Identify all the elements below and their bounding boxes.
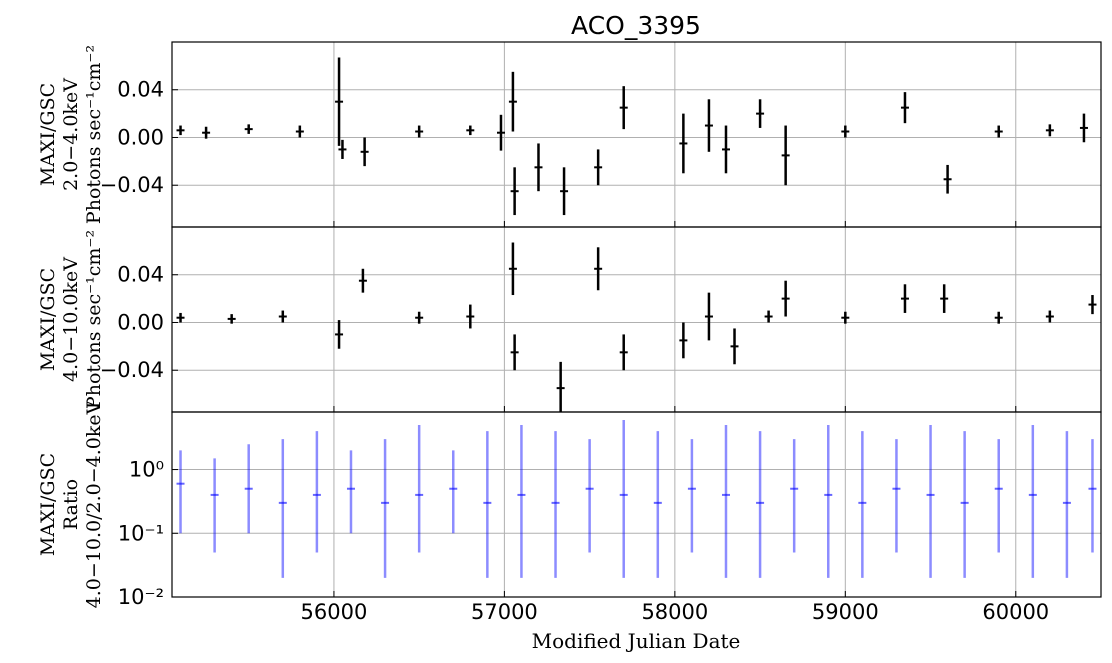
y-tick-label: 10⁻¹: [118, 521, 164, 545]
y-axis-label: MAXI/GSC2.0−4.0keVPhotons sec⁻¹cm⁻²: [37, 45, 105, 224]
y-axis-label-line: MAXI/GSC: [37, 83, 59, 186]
y-axis-label-line: MAXI/GSC: [37, 453, 59, 556]
y-axis-label-line: 4.0−10.0/2.0−4.0keV: [83, 400, 105, 608]
y-axis-label-line: 4.0−10.0keV: [60, 257, 82, 382]
y-axis-label-line: Photons sec⁻¹cm⁻²: [83, 45, 105, 224]
axes-frame: [171, 411, 1102, 598]
data-layer: [176, 57, 1097, 578]
y-axis-label-line: 2.0−4.0keV: [60, 78, 82, 191]
frame-layer: [171, 41, 1102, 598]
axes-frame: [171, 226, 1102, 413]
y-tick-label: 0.04: [117, 78, 164, 102]
x-axis-label: Modified Julian Date: [532, 629, 741, 653]
x-tick-label: 58000: [641, 600, 708, 624]
grid-layer: [172, 42, 1101, 598]
text-layer: ACO_3395 Modified Julian Date −0.04 0.00 0…: [37, 11, 1049, 653]
y-tick-label: 0.04: [117, 263, 164, 287]
y-tick-label: 10⁰: [129, 458, 164, 482]
chart-title: ACO_3395: [571, 11, 701, 40]
y-tick-label: 10⁻²: [118, 585, 164, 609]
y-axis-label-line: Photons sec⁻¹cm⁻²: [83, 230, 105, 409]
y-axis-label: MAXI/GSC4.0−10.0keVPhotons sec⁻¹cm⁻²: [37, 230, 105, 409]
x-tick-label: 56000: [301, 600, 368, 624]
axes-frame: [171, 41, 1102, 228]
y-axis-label-line: Ratio: [60, 479, 82, 530]
x-tick-label: 59000: [812, 600, 879, 624]
x-tick-label: 57000: [471, 600, 538, 624]
y-tick-label: −0.04: [100, 358, 164, 382]
y-axis-label: MAXI/GSCRatio4.0−10.0/2.0−4.0keV: [37, 400, 105, 608]
y-axis-label-line: MAXI/GSC: [37, 268, 59, 371]
y-tick-label: −0.04: [100, 173, 164, 197]
x-tick-label: 60000: [982, 600, 1049, 624]
y-tick-label: 0.00: [117, 310, 164, 334]
y-tick-label: 0.00: [117, 125, 164, 149]
